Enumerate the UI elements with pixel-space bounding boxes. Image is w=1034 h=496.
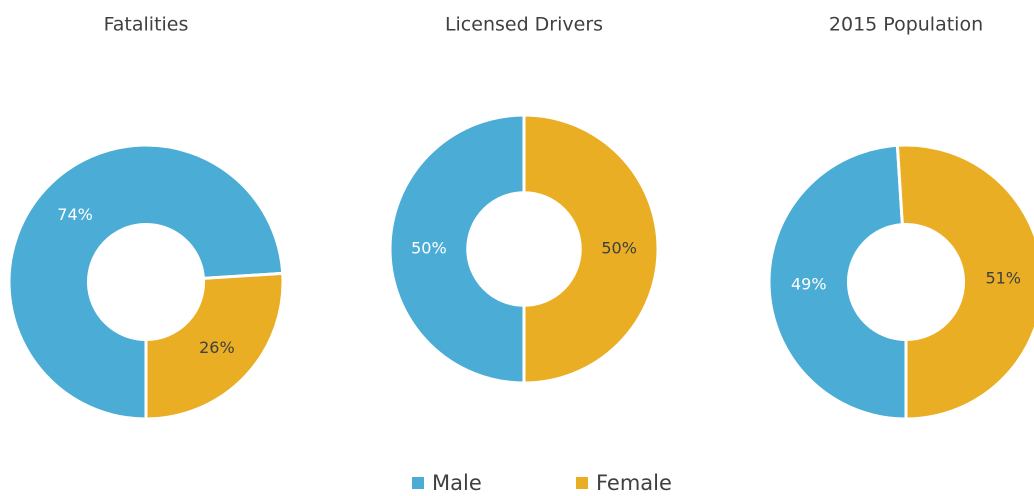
- donut-segment: [767, 143, 908, 421]
- donut-segment: [144, 271, 285, 421]
- chart-title: Fatalities: [104, 14, 189, 36]
- donut-segment: [522, 113, 660, 385]
- value-label: 74%: [57, 205, 93, 224]
- donut-segment: [7, 143, 285, 421]
- value-label: 26%: [199, 338, 235, 357]
- chart-title: Licensed Drivers: [445, 14, 603, 36]
- donut-segment: [895, 143, 1034, 421]
- chart-title: 2015 Population: [829, 14, 983, 36]
- legend-swatch: [412, 477, 424, 489]
- value-label: 51%: [985, 268, 1021, 287]
- value-label: 49%: [791, 275, 827, 294]
- legend-label: Female: [596, 471, 672, 495]
- value-label: 50%: [601, 239, 637, 258]
- value-label: 50%: [411, 239, 447, 258]
- legend-swatch: [576, 477, 588, 489]
- legend-label: Male: [432, 471, 482, 495]
- donut-segment: [388, 113, 526, 385]
